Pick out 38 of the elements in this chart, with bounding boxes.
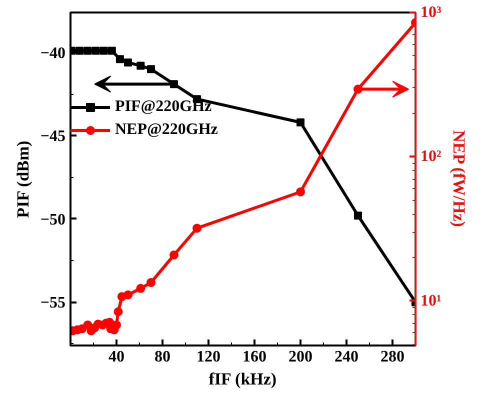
point: [84, 46, 92, 55]
y-axis-title: PIF (dBm): [13, 140, 32, 218]
point: [136, 284, 146, 293]
point: [192, 224, 202, 233]
x-tick-label: 200: [288, 348, 312, 366]
point: [114, 307, 123, 316]
x-tick-label: 80: [154, 348, 170, 366]
x-tick-label: 160: [242, 348, 266, 366]
point: [296, 187, 305, 196]
y-tick-label: −40: [40, 44, 66, 62]
point: [354, 212, 362, 220]
y2-tick-label: 10²: [420, 148, 442, 166]
y-tick-label: −50: [40, 211, 66, 228]
point: [147, 65, 155, 74]
point: [124, 290, 132, 300]
point: [92, 46, 100, 55]
y-tick-label: −55: [40, 294, 66, 312]
point: [112, 320, 121, 330]
legend-label: PIF@220GHz: [115, 98, 212, 116]
x-tick-label: 280: [380, 348, 404, 366]
x-tick-label: 40: [108, 348, 124, 366]
y2-axis-title: NEP (fW/Hz): [449, 130, 468, 227]
y2-tick-label: 10¹: [420, 292, 442, 310]
x-tick-label: 120: [196, 348, 220, 366]
x-tick-label: 240: [334, 348, 358, 366]
x-axis-title: fIF (kHz): [208, 370, 277, 388]
y-tick-label: −45: [40, 128, 66, 146]
point: [146, 278, 156, 288]
point: [296, 118, 304, 126]
point: [108, 46, 116, 55]
point: [136, 62, 145, 70]
legend-label: NEP@220GHz: [115, 121, 218, 139]
point: [76, 46, 84, 55]
point: [124, 58, 132, 66]
y2-tick-label: 10³: [420, 4, 442, 21]
point: [170, 250, 178, 260]
point: [116, 55, 124, 64]
point: [100, 46, 108, 55]
